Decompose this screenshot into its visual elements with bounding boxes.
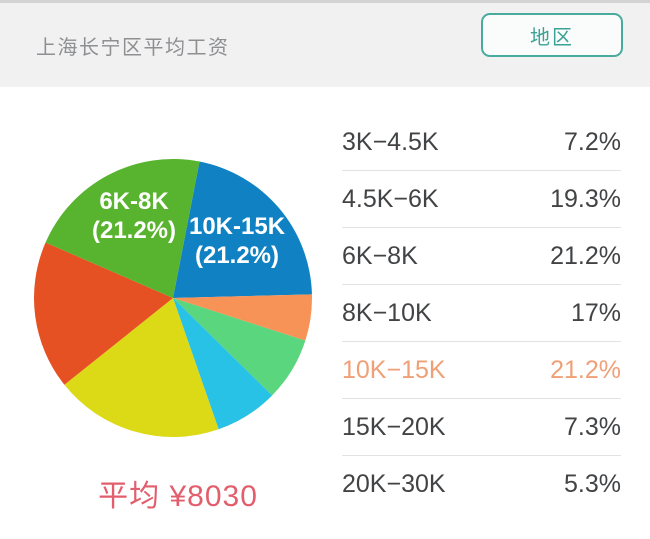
pie-slice-6K-8K[interactable]: [45, 158, 200, 298]
salary-percent-value: 5.3%: [564, 470, 621, 498]
salary-percent-value: 17%: [570, 298, 621, 327]
pie-slice-8K-10K[interactable]: [34, 242, 174, 385]
salary-percent-value: 7.2%: [564, 127, 621, 156]
pie-slice-4.5K-6K[interactable]: [64, 298, 219, 438]
pie-label-range: 6K-8K: [99, 188, 169, 215]
salary-percent-value: 21.2%: [550, 355, 621, 384]
salary-percent-value: 19.3%: [550, 184, 621, 213]
salary-range-label: 8K−10K: [342, 298, 432, 327]
table-row-3k-4.5k[interactable]: 3K−4.5K 7.2%: [342, 114, 621, 171]
pie-label-percent: (21.2%): [194, 242, 280, 269]
pie-slice-3K-4.5K[interactable]: [173, 298, 273, 430]
salary-range-label: 15K−20K: [342, 412, 446, 441]
header: 上海长宁区平均工资 地区: [0, 0, 650, 87]
salary-distribution-table: 3K−4.5K 7.2% 4.5K−6K 19.3% 6K−8K 21.2% 8…: [342, 114, 621, 513]
pie-label-range: 10K-15K: [188, 213, 286, 240]
salary-range-label: 10K−15K: [342, 355, 446, 384]
table-row-20k-30k[interactable]: 20K−30K 5.3%: [342, 456, 621, 513]
table-row-10k-15k[interactable]: 10K−15K 21.2%: [342, 342, 621, 399]
salary-pie-chart: [34, 158, 312, 438]
pie-slice-label-6k-8k: 6K-8K (21.2%): [92, 187, 176, 245]
salary-percent-value: 21.2%: [550, 241, 621, 270]
pie-label-percent: (21.2%): [91, 217, 177, 244]
average-salary-text: 平均 ¥8030: [98, 480, 258, 513]
salary-range-label: 4.5K−6K: [342, 184, 439, 213]
salary-range-label: 6K−8K: [342, 241, 418, 270]
pie-slice-20K-30K[interactable]: [173, 294, 312, 341]
pie-slice-label-10k-15k: 10K-15K (21.2%): [189, 212, 285, 270]
pie-slice-10K-15K[interactable]: [173, 161, 312, 298]
page-title: 上海长宁区平均工资: [36, 37, 230, 59]
region-button[interactable]: 地区: [481, 13, 623, 57]
salary-range-label: 3K−4.5K: [342, 127, 439, 156]
table-row-6k-8k[interactable]: 6K−8K 21.2%: [342, 228, 621, 285]
table-row-8k-10k[interactable]: 8K−10K 17%: [342, 285, 621, 342]
salary-percent-value: 7.3%: [564, 412, 621, 441]
table-row-15k-20k[interactable]: 15K−20K 7.3%: [342, 399, 621, 456]
table-row-4.5k-6k[interactable]: 4.5K−6K 19.3%: [342, 171, 621, 228]
pie-slice-15K-20K[interactable]: [173, 298, 306, 396]
salary-range-label: 20K−30K: [342, 470, 446, 498]
